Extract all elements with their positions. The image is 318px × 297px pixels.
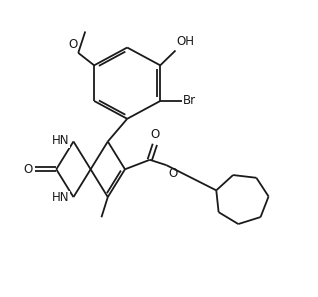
Text: HN: HN (52, 134, 70, 147)
Text: O: O (168, 167, 177, 180)
Text: OH: OH (176, 34, 194, 48)
Text: O: O (150, 128, 160, 141)
Text: O: O (68, 38, 78, 51)
Text: HN: HN (52, 192, 70, 204)
Text: O: O (24, 163, 33, 176)
Text: Br: Br (183, 94, 196, 108)
